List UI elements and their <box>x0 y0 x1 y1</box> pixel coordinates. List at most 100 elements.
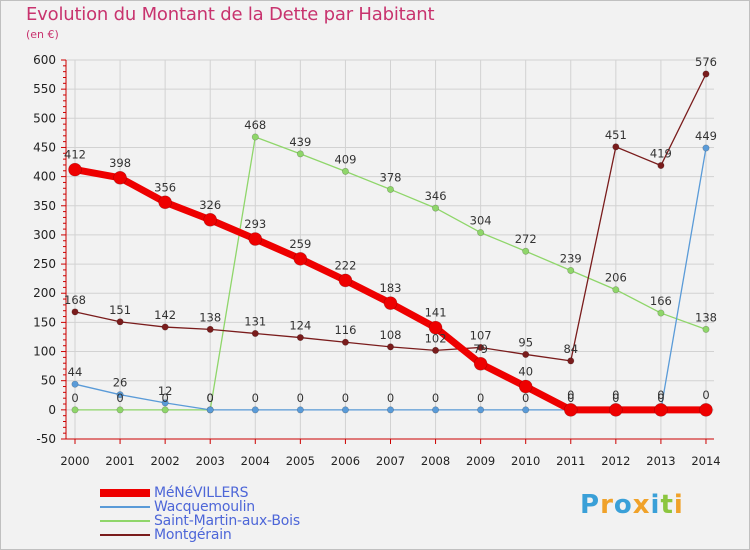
logo-letter: i <box>650 490 661 520</box>
data-point-saint-martin-aux-bois <box>657 309 665 317</box>
data-label-montgerain: 168 <box>64 293 86 307</box>
data-point-montgerain <box>657 162 665 170</box>
data-label-montgerain: 124 <box>289 319 311 333</box>
data-point-menevillers <box>68 162 82 177</box>
data-point-wacquemoulin <box>116 391 124 399</box>
data-label-menevillers: 398 <box>109 156 131 170</box>
legend-swatch <box>100 534 150 536</box>
data-label-menevillers: 141 <box>425 306 447 320</box>
data-label-menevillers: 40 <box>518 365 533 379</box>
data-point-menevillers <box>383 296 398 310</box>
data-point-saint-martin-aux-bois <box>567 266 575 274</box>
data-label-wacquemoulin: 0 <box>477 391 484 405</box>
y-tick-label: 350 <box>33 199 56 213</box>
data-point-montgerain <box>161 323 169 331</box>
x-tick-label: 2014 <box>691 454 720 468</box>
data-label-montgerain: 576 <box>695 55 717 69</box>
data-label-wacquemoulin: 0 <box>522 391 529 405</box>
data-label-saint-martin-aux-bois: 272 <box>515 232 537 246</box>
data-label-saint-martin-aux-bois: 138 <box>695 310 717 324</box>
data-label-saint-martin-aux-bois: 0 <box>116 391 123 405</box>
y-tick-label: 250 <box>33 257 56 271</box>
data-point-wacquemoulin <box>206 406 214 414</box>
data-point-saint-martin-aux-bois <box>612 286 620 294</box>
y-tick-label: 400 <box>33 170 56 184</box>
proxiti-logo: Proxiti <box>580 490 684 520</box>
data-label-menevillers: 222 <box>334 258 356 272</box>
data-label-wacquemoulin: 0 <box>657 391 664 405</box>
data-label-menevillers: 183 <box>380 281 402 295</box>
data-label-wacquemoulin: 0 <box>612 391 619 405</box>
data-point-saint-martin-aux-bois <box>341 167 349 175</box>
legend-label: Saint-Martin-aux-Bois <box>154 513 300 529</box>
data-point-saint-martin-aux-bois <box>432 204 440 212</box>
x-tick-label: 2011 <box>556 454 585 468</box>
data-point-montgerain <box>71 308 79 316</box>
data-point-wacquemoulin <box>386 406 394 414</box>
chart-unit-label: (en €) <box>26 28 59 41</box>
y-tick-label: 0 <box>48 403 56 417</box>
data-label-wacquemoulin: 449 <box>695 129 717 143</box>
data-label-wacquemoulin: 0 <box>207 391 214 405</box>
y-tick-label: 150 <box>33 315 56 329</box>
data-label-menevillers: 326 <box>199 198 221 212</box>
data-point-montgerain <box>477 343 485 351</box>
data-point-montgerain <box>206 325 214 333</box>
data-point-menevillers <box>293 252 308 266</box>
data-label-montgerain: 131 <box>244 314 266 328</box>
data-label-montgerain: 419 <box>650 147 672 161</box>
data-point-menevillers <box>654 403 668 417</box>
legend-label: Wacquemoulin <box>154 499 255 515</box>
data-label-wacquemoulin: 0 <box>252 391 259 405</box>
y-tick-label: 300 <box>33 228 56 242</box>
data-point-menevillers <box>518 379 533 394</box>
x-tick-label: 2006 <box>331 454 360 468</box>
data-label-saint-martin-aux-bois: 0 <box>161 391 168 405</box>
data-point-montgerain <box>612 143 620 151</box>
data-point-saint-martin-aux-bois <box>251 133 259 141</box>
x-tick-label: 2005 <box>286 454 315 468</box>
data-label-saint-martin-aux-bois: 166 <box>650 294 672 308</box>
data-label-saint-martin-aux-bois: 304 <box>470 214 492 228</box>
legend-label: Montgérain <box>154 527 232 543</box>
data-label-layer: 0 0 0 0 468 439 409 378 346 304 272 239 206 166 138 168… <box>64 55 717 405</box>
data-point-menevillers <box>473 356 488 371</box>
data-point-montgerain <box>296 334 304 342</box>
x-tick-label: 2004 <box>241 454 270 468</box>
data-label-menevillers: 79 <box>473 342 488 356</box>
y-tick-label: 500 <box>33 111 56 125</box>
data-label-menevillers: 0 <box>657 388 664 402</box>
data-label-saint-martin-aux-bois: 0 <box>207 391 214 405</box>
data-label-wacquemoulin: 0 <box>432 391 439 405</box>
data-point-wacquemoulin <box>341 406 349 414</box>
data-point-saint-martin-aux-bois <box>161 406 169 414</box>
data-label-menevillers: 293 <box>244 217 266 231</box>
data-label-wacquemoulin: 44 <box>68 365 83 379</box>
data-label-montgerain: 142 <box>154 308 176 322</box>
data-label-saint-martin-aux-bois: 239 <box>560 251 582 265</box>
logo-letter: t <box>660 490 674 520</box>
data-label-montgerain: 84 <box>563 342 578 356</box>
grid-layer <box>66 59 714 440</box>
legend-swatch <box>100 506 150 508</box>
data-point-menevillers <box>113 170 127 185</box>
data-label-saint-martin-aux-bois: 0 <box>71 391 78 405</box>
data-label-montgerain: 451 <box>605 128 627 142</box>
data-point-montgerain <box>341 338 349 346</box>
data-point-menevillers <box>203 212 218 227</box>
data-point-montgerain <box>251 329 259 337</box>
x-tick-label: 2009 <box>466 454 495 468</box>
data-label-montgerain: 95 <box>518 335 533 349</box>
data-point-montgerain <box>386 343 394 351</box>
data-label-menevillers: 0 <box>612 388 619 402</box>
data-label-saint-martin-aux-bois: 378 <box>380 170 402 184</box>
data-point-menevillers <box>563 403 578 417</box>
data-label-saint-martin-aux-bois: 206 <box>605 271 627 285</box>
data-point-saint-martin-aux-bois <box>386 185 394 193</box>
data-label-menevillers: 412 <box>64 148 86 162</box>
data-label-montgerain: 151 <box>109 303 131 317</box>
data-label-menevillers: 259 <box>289 237 311 251</box>
x-tick-label: 2012 <box>601 454 630 468</box>
